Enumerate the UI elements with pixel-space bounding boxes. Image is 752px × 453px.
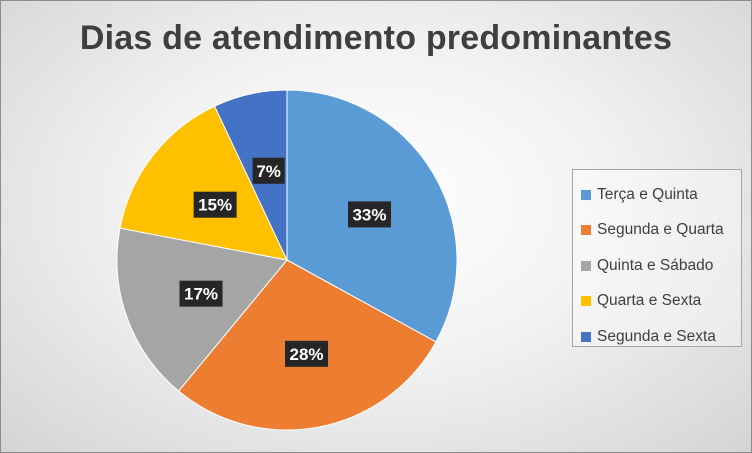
legend-label: Segunda e Sexta [597, 327, 716, 345]
legend-item: Quinta e Sábado [581, 248, 741, 284]
data-label-text: 7% [256, 162, 281, 181]
legend-swatch [581, 189, 591, 200]
data-label-text: 17% [184, 285, 218, 304]
data-label-text: 15% [198, 196, 232, 215]
data-label-1: 33% [347, 201, 391, 228]
legend-swatch [581, 225, 591, 236]
legend-item: Quarta e Sexta [581, 284, 741, 320]
chart-title: Dias de atendimento predominantes [79, 19, 673, 57]
data-label-2: 28% [285, 340, 329, 367]
legend-swatch [581, 296, 591, 307]
data-label-box [193, 191, 237, 218]
legend-swatch [581, 260, 591, 271]
data-label-text: 33% [352, 205, 386, 224]
legend-item: Segunda e Sexta [581, 319, 741, 355]
data-label-box [179, 280, 223, 307]
legend-label: Quinta e Sábado [597, 256, 714, 274]
legend-label: Terça e Quinta [597, 185, 698, 203]
data-label-box [252, 157, 285, 184]
data-label-box [285, 340, 329, 367]
data-label-text: 28% [290, 345, 324, 364]
data-label-3: 17% [179, 280, 223, 307]
chart-legend: Terça e Quinta Segunda e Quarta Quinta e S… [572, 169, 742, 347]
data-label-5: 7% [252, 157, 285, 184]
data-label-box [347, 201, 391, 228]
pie-slice-4 [119, 105, 288, 261]
data-label-4: 15% [193, 191, 237, 218]
pie-slice-5 [213, 89, 288, 261]
pie-slice-3 [116, 227, 288, 392]
legend-label: Segunda e Quarta [597, 221, 724, 239]
legend-item: Terça e Quinta [581, 177, 741, 213]
legend-swatch [581, 331, 591, 342]
legend-label: Quarta e Sexta [597, 292, 702, 310]
legend-item: Segunda e Quarta [581, 213, 741, 249]
